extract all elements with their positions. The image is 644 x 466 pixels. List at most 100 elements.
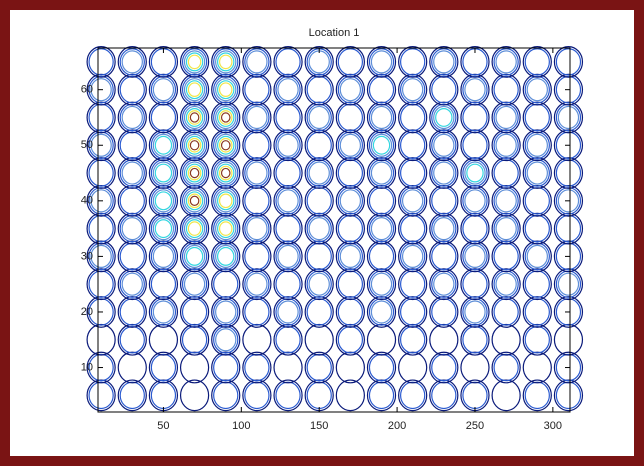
y-tick-label: 50 xyxy=(81,139,93,151)
contour-line xyxy=(398,323,428,356)
contour-line xyxy=(462,187,488,215)
contour-line xyxy=(244,242,270,271)
contour-line xyxy=(181,298,208,326)
contour-line xyxy=(462,381,488,410)
contour-line xyxy=(275,270,301,298)
contour-line xyxy=(431,103,457,132)
contour-line xyxy=(339,189,362,213)
contour-line xyxy=(277,133,299,157)
y-tick-label: 60 xyxy=(81,84,93,96)
contour-line xyxy=(304,351,334,384)
contour-line xyxy=(335,268,365,301)
contour-line xyxy=(244,131,270,159)
contour-line xyxy=(88,270,114,298)
contour-line xyxy=(433,272,455,296)
x-tick-label: 150 xyxy=(310,420,328,432)
contour-line xyxy=(337,103,364,132)
contour-line xyxy=(460,101,490,134)
contour-line xyxy=(337,131,364,159)
contour-line xyxy=(150,187,177,215)
contour-line xyxy=(119,326,145,354)
contour-line xyxy=(522,157,552,189)
contour-line xyxy=(150,381,177,410)
contour-line xyxy=(189,167,200,179)
contour-line xyxy=(401,244,424,269)
contour-line xyxy=(244,159,270,187)
contour-line xyxy=(273,296,303,328)
contour-line xyxy=(460,46,490,78)
contour-line xyxy=(370,161,393,185)
contour-line xyxy=(553,73,584,106)
contour-line xyxy=(246,105,268,130)
contour-line xyxy=(275,242,301,271)
contour-line xyxy=(555,131,582,159)
contour-line xyxy=(400,103,426,132)
contour-line xyxy=(304,268,334,301)
contour-line xyxy=(524,242,550,271)
contour-line xyxy=(213,353,239,382)
contour-line xyxy=(493,298,519,326)
contour-line xyxy=(372,135,391,155)
contour-line xyxy=(366,351,397,384)
contour-line xyxy=(148,184,179,217)
contour-line xyxy=(462,242,488,271)
contour-line xyxy=(366,212,397,245)
contour-line xyxy=(179,46,210,78)
x-tick-label: 200 xyxy=(388,420,406,432)
contour-line xyxy=(179,351,210,384)
contour-line xyxy=(306,381,332,410)
contour-line xyxy=(493,270,519,298)
contour-line xyxy=(431,75,457,104)
contour-line xyxy=(553,46,584,78)
contour-line xyxy=(275,381,301,410)
contour-line xyxy=(148,129,179,162)
contour-line xyxy=(275,131,301,159)
contour-line xyxy=(366,240,397,273)
contour-line xyxy=(398,379,428,412)
contour-line xyxy=(148,351,179,384)
contour-line xyxy=(462,214,488,243)
contour-line xyxy=(522,129,552,162)
contour-line xyxy=(400,48,426,76)
contour-line xyxy=(148,268,179,301)
contour-line xyxy=(150,353,177,382)
contour-line xyxy=(553,212,584,245)
contour-line xyxy=(493,159,519,187)
contour-line xyxy=(398,46,428,78)
contour-line xyxy=(275,214,301,243)
contour-line xyxy=(185,52,204,72)
contour-line xyxy=(460,129,490,162)
contour-line xyxy=(431,242,457,271)
contour-line xyxy=(211,46,241,78)
contour-line xyxy=(431,159,457,187)
contour-line xyxy=(308,272,330,296)
contour-line xyxy=(86,157,116,189)
contour-line xyxy=(553,351,584,384)
contour-line xyxy=(242,240,272,273)
contour-line xyxy=(462,131,488,159)
contour-line xyxy=(187,110,202,125)
y-tick-label: 20 xyxy=(81,306,93,318)
contour-line xyxy=(213,75,239,104)
contour-line xyxy=(152,133,175,157)
contour-line xyxy=(398,101,428,134)
contour-line xyxy=(183,189,206,213)
contour-line xyxy=(429,101,459,134)
contour-line xyxy=(121,217,143,241)
contour-line xyxy=(493,48,519,76)
contour-line xyxy=(90,189,112,213)
contour-line xyxy=(495,133,517,157)
contour-line xyxy=(398,240,428,273)
contour-line xyxy=(460,240,490,273)
contour-line xyxy=(308,217,330,241)
contour-line xyxy=(179,184,210,217)
contour-line xyxy=(244,270,270,298)
contour-line xyxy=(370,217,393,241)
contour-line xyxy=(150,214,177,243)
contour-line xyxy=(213,131,239,159)
contour-line xyxy=(211,129,241,162)
contour-line xyxy=(401,78,424,102)
contour-line xyxy=(460,296,490,328)
contour-line xyxy=(148,296,179,328)
contour-line xyxy=(460,212,490,245)
